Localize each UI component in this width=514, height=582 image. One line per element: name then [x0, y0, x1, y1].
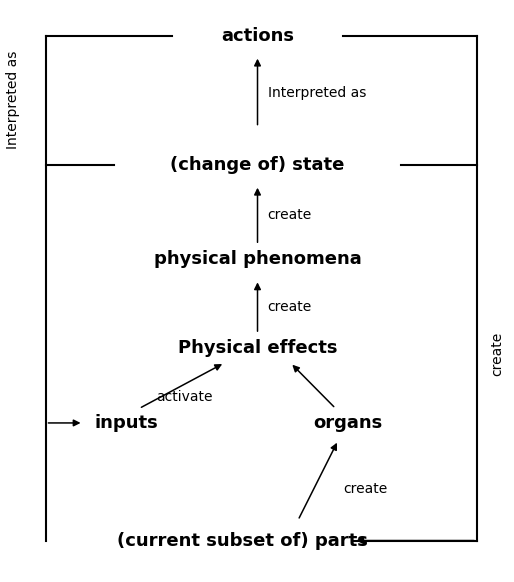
Text: (current subset of) parts: (current subset of) parts [117, 531, 368, 549]
Text: actions: actions [221, 27, 294, 45]
Text: Interpreted as: Interpreted as [268, 86, 366, 100]
Text: Physical effects: Physical effects [178, 339, 337, 357]
Text: inputs: inputs [95, 414, 158, 432]
Text: organs: organs [314, 414, 383, 432]
Text: create: create [343, 482, 388, 496]
Text: activate: activate [156, 390, 213, 404]
Text: create: create [490, 332, 504, 376]
Text: (change of) state: (change of) state [170, 156, 345, 174]
Text: Interpreted as: Interpreted as [6, 51, 20, 149]
Text: physical phenomena: physical phenomena [154, 250, 361, 268]
Text: create: create [268, 300, 312, 314]
Text: create: create [268, 208, 312, 222]
